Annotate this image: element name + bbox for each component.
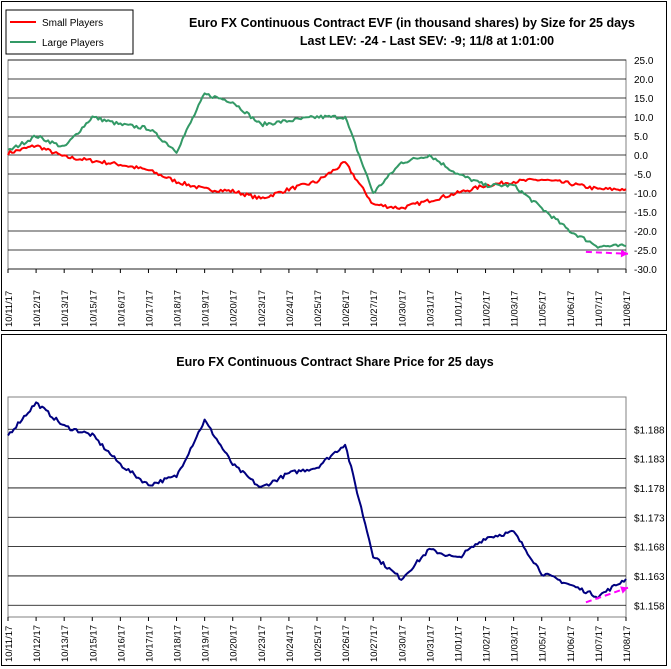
x-tick-label: 11/07/17 [594,291,605,327]
plot-frame [7,396,627,618]
x-tick-label: 10/27/17 [369,625,380,662]
x-tick-label: 10/30/17 [397,290,408,327]
price-gridlines [7,396,627,618]
x-tick-label: 10/24/17 [285,290,296,327]
y-tick-label: $1.183 [634,455,665,466]
y-tick-label: 10.0 [634,113,654,124]
y-tick-label: $1.173 [634,513,665,524]
x-tick-label: 11/02/17 [482,626,493,662]
x-tick-label: 10/15/17 [88,290,99,327]
plot-frame [7,59,627,270]
x-tick-label: 11/05/17 [538,626,549,662]
y-tick-label: -10.0 [634,189,657,200]
price-y-axis: $1.188 $1.183 $1.178 $1.173 $1.168 $1.163 $1.1… [634,425,665,612]
x-tick-label: 10/26/17 [341,290,352,327]
price-chart-title: Euro FX Continuous Contract Share Price … [176,355,493,369]
price-x-axis: 10/11/17 10/12/17 10/13/17 10/15/17 10/16/17… [4,617,633,662]
price-chart-panel: Euro FX Continuous Contract Share Price … [1,334,667,666]
x-tick-label: 10/20/17 [229,625,240,662]
y-tick-label: 20.0 [634,75,654,86]
evf-y-axis: 25.0 20.0 15.0 10.0 5.0 0.0 -5.0 -10.0 -15.0 -20.… [634,56,657,276]
price-annotation-arrow [585,586,629,604]
y-tick-label: $1.168 [634,543,665,554]
x-tick-label: 10/19/17 [201,625,212,662]
x-tick-label: 10/18/17 [173,290,184,327]
annotation-arrow-head [620,586,628,594]
price-chart: Euro FX Continuous Contract Share Price … [4,355,665,662]
x-tick-label: 10/11/17 [4,291,15,327]
annotation-arrow-head [620,249,628,258]
y-tick-label: -5.0 [634,170,652,181]
x-tick-label: 10/30/17 [397,625,408,662]
y-tick-label: -20.0 [634,227,657,238]
annotation-arrow-line [585,586,629,604]
x-tick-label: 11/08/17 [622,291,633,327]
x-tick-label: 10/27/17 [369,290,380,327]
y-tick-label: 0.0 [634,151,648,162]
evf-x-axis: 10/11/17 10/12/17 10/13/17 10/15/17 10/16/17… [4,269,633,327]
x-tick-label: 10/12/17 [32,625,43,662]
y-tick-label: $1.178 [634,484,665,495]
x-tick-label: 11/03/17 [510,626,521,662]
y-tick-label: -15.0 [634,208,657,219]
price-series [7,401,627,600]
evf-chart-subtitle: Last LEV: -24 - Last SEV: -9; 11/8 at 1:… [300,34,554,48]
evf-chart-panel: Small Players Large Players Euro FX Cont… [1,1,667,331]
y-tick-label: $1.188 [634,425,665,436]
x-tick-label: 11/03/17 [510,291,521,327]
x-tick-label: 11/08/17 [622,626,633,662]
x-tick-label: 10/17/17 [144,625,155,662]
evf-annotation-arrow [585,249,629,258]
x-tick-label: 11/01/17 [453,626,464,662]
x-tick-label: 10/18/17 [173,625,184,662]
y-tick-label: $1.158 [634,601,665,612]
x-tick-label: 10/19/17 [201,290,212,327]
x-tick-label: 11/02/17 [482,291,493,327]
legend-label-large: Large Players [42,38,104,49]
x-tick-label: 10/31/17 [425,290,436,327]
series-line-price [7,401,627,600]
evf-series [7,92,627,249]
y-tick-label: 25.0 [634,56,654,67]
x-tick-label: 10/23/17 [257,625,268,662]
x-tick-label: 11/06/17 [566,291,577,327]
x-tick-label: 11/06/17 [566,626,577,662]
x-tick-label: 11/07/17 [594,626,605,662]
evf-chart: Small Players Large Players Euro FX Cont… [4,9,657,327]
x-tick-label: 10/11/17 [4,626,15,662]
y-tick-label: -25.0 [634,246,657,257]
x-tick-label: 10/17/17 [144,290,155,327]
x-tick-label: 10/16/17 [116,625,127,662]
series-line-large-players [7,92,627,249]
x-tick-label: 10/12/17 [32,290,43,327]
x-tick-label: 10/15/17 [88,625,99,662]
annotation-arrow-line [585,250,629,255]
x-tick-label: 10/16/17 [116,290,127,327]
x-tick-label: 10/31/17 [425,625,436,662]
x-tick-label: 10/13/17 [60,625,71,662]
x-tick-label: 10/20/17 [229,290,240,327]
x-tick-label: 10/25/17 [313,290,324,327]
evf-gridlines [7,59,627,270]
x-tick-label: 10/24/17 [285,625,296,662]
x-tick-label: 10/25/17 [313,625,324,662]
x-tick-label: 10/23/17 [257,290,268,327]
evf-chart-title: Euro FX Continuous Contract EVF (in thou… [189,16,635,30]
series-line-small-players [7,144,627,210]
x-tick-label: 11/01/17 [453,291,464,327]
x-tick-label: 11/05/17 [538,291,549,327]
y-tick-label: -30.0 [634,265,657,276]
x-tick-label: 10/26/17 [341,625,352,662]
y-tick-label: 15.0 [634,94,654,105]
y-tick-label: $1.163 [634,572,665,583]
legend-label-small: Small Players [42,18,103,29]
x-tick-label: 10/13/17 [60,290,71,327]
legend-box: Small Players Large Players [5,9,134,55]
y-tick-label: 5.0 [634,132,648,143]
legend-frame [5,9,134,55]
